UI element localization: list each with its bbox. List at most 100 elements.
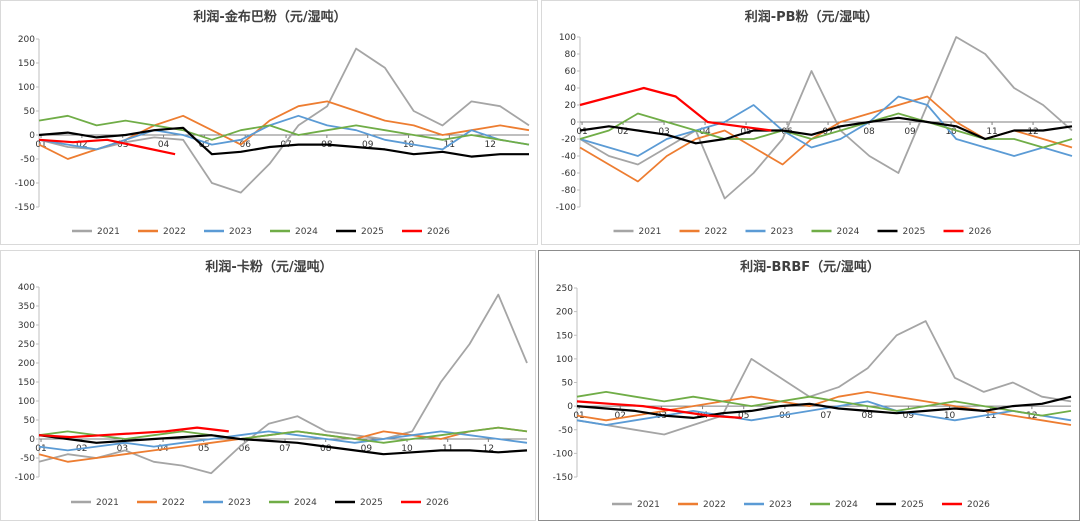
series-line-2021 (38, 293, 528, 475)
series-line-2023 (576, 400, 1072, 426)
y-tick-label: -100 (15, 179, 36, 189)
x-tick-label: 05 (738, 411, 749, 421)
y-tick-label: 80 (565, 50, 577, 60)
x-tick-label: 08 (861, 411, 873, 421)
y-tick-label: 150 (18, 59, 35, 69)
x-tick-label: 10 (403, 140, 415, 150)
legend-label-2022: 2022 (703, 500, 726, 510)
x-tick-label: 05 (198, 444, 209, 454)
x-tick-label: 12 (484, 140, 495, 150)
y-tick-label: -50 (20, 155, 35, 165)
series-line-2023 (579, 95, 1073, 157)
y-tick-label: 0 (29, 131, 35, 141)
series-line-2026 (38, 426, 229, 439)
legend-label-2024: 2024 (837, 227, 860, 237)
x-tick-label: 04 (699, 127, 711, 137)
x-tick-label: 10 (944, 411, 956, 421)
series-line-2024 (576, 390, 1072, 417)
series-line-2021 (576, 320, 1072, 436)
y-tick-label: -100 (553, 449, 574, 459)
series-line-2023 (38, 114, 530, 151)
legend-label-2021: 2021 (96, 498, 119, 508)
legend-label-2025: 2025 (361, 227, 384, 237)
y-tick-label: -60 (561, 169, 576, 179)
y-tick-label: 250 (556, 284, 573, 294)
x-tick-label: 07 (820, 411, 831, 421)
series-line-2024 (38, 426, 528, 444)
legend-label-2026: 2026 (427, 227, 450, 237)
series-line-2026 (38, 138, 176, 156)
y-tick-label: 50 (24, 416, 36, 426)
x-tick-label: 07 (822, 127, 833, 137)
series-line-2025 (576, 395, 1072, 419)
legend-label-2023: 2023 (771, 227, 794, 237)
y-tick-label: -20 (561, 135, 576, 145)
x-tick-label: 02 (614, 411, 625, 421)
legend-label-2023: 2023 (769, 500, 792, 510)
y-tick-label: 50 (562, 379, 574, 389)
y-tick-label: -50 (20, 454, 35, 464)
y-tick-label: 150 (556, 331, 573, 341)
y-tick-label: 200 (18, 359, 35, 369)
legend-label-2021: 2021 (97, 227, 120, 237)
legend-label-2022: 2022 (163, 227, 186, 237)
x-tick-label: 03 (117, 140, 128, 150)
series-line-2025 (38, 434, 528, 456)
legend-label-2021: 2021 (639, 227, 662, 237)
legend-label-2023: 2023 (228, 498, 251, 508)
legend-label-2025: 2025 (360, 498, 383, 508)
x-tick-label: 06 (239, 140, 251, 150)
y-tick-label: 0 (570, 118, 576, 128)
y-tick-label: 200 (556, 308, 573, 318)
x-tick-label: 06 (239, 444, 251, 454)
x-tick-label: 04 (158, 140, 170, 150)
x-tick-label: 11 (986, 127, 997, 137)
x-tick-label: 11 (985, 411, 996, 421)
legend-label-2021: 2021 (637, 500, 660, 510)
chart-brbf: 利润-BRBF（元/湿吨） 250 200 150 100 50 0 -50 -100 -150 0… (553, 259, 1072, 510)
y-tick-label: -150 (15, 203, 36, 213)
y-tick-label: 250 (18, 340, 35, 350)
y-tick-label: -100 (15, 473, 36, 483)
series-line-2025 (579, 116, 1073, 145)
chart-title: 利润-金布巴粉（元/湿吨） (193, 9, 346, 25)
series-line-2026 (579, 86, 772, 132)
y-tick-label: 100 (556, 355, 573, 365)
chart-panel-jinbuba: 利润-金布巴粉（元/湿吨） 200 150 100 50 0 -50 -100 -150 01 02… (0, 0, 538, 245)
x-tick-label: 05 (199, 140, 210, 150)
x-tick-label: 01 (576, 127, 587, 137)
y-tick-label: 100 (559, 33, 576, 43)
y-tick-label: 0 (567, 402, 573, 412)
chart-title: 利润-卡粉（元/湿吨） (205, 259, 332, 275)
chart-panel-pb: 利润-PB粉（元/湿吨） 100 80 60 40 20 0 -20 -40 -60 -80 -100… (541, 0, 1080, 245)
y-tick-label: 350 (18, 302, 35, 312)
series-line-2024 (38, 114, 530, 146)
legend-label-2026: 2026 (426, 498, 449, 508)
x-tick-label: 09 (362, 140, 374, 150)
y-tick-label: -100 (556, 203, 577, 213)
series-line-2024 (579, 112, 1073, 149)
x-tick-label: 09 (904, 127, 916, 137)
chart-panel-kafen: 利润-卡粉（元/湿吨） 400 350 300 250 200 150 100 50 0 -50 -1… (0, 250, 536, 521)
chart-pb: 利润-PB粉（元/湿吨） 100 80 60 40 20 0 -20 -40 -60 -80 -100… (556, 9, 1073, 237)
legend-label-2025: 2025 (903, 227, 926, 237)
x-tick-label: 02 (76, 140, 87, 150)
y-tick-label: -80 (561, 186, 576, 196)
x-tick-label: 06 (779, 411, 791, 421)
x-tick-label: 03 (658, 127, 669, 137)
x-tick-label: 12 (1027, 127, 1038, 137)
series-line-2026 (576, 400, 742, 419)
chart-kafen: 利润-卡粉（元/湿吨） 400 350 300 250 200 150 100 50 0 -50 -1… (15, 259, 528, 508)
chart-title: 利润-PB粉（元/湿吨） (745, 9, 879, 25)
legend-label-2023: 2023 (229, 227, 252, 237)
y-tick-label: 400 (18, 283, 35, 293)
legend-label-2026: 2026 (967, 500, 990, 510)
y-tick-label: -150 (553, 473, 574, 483)
legend-label-2024: 2024 (294, 498, 317, 508)
x-tick-label: 01 (35, 444, 46, 454)
y-tick-label: 40 (565, 84, 577, 94)
y-tick-label: 20 (565, 101, 577, 111)
x-tick-label: 12 (1026, 411, 1037, 421)
x-tick-label: 10 (401, 444, 413, 454)
x-tick-label: 07 (279, 444, 290, 454)
